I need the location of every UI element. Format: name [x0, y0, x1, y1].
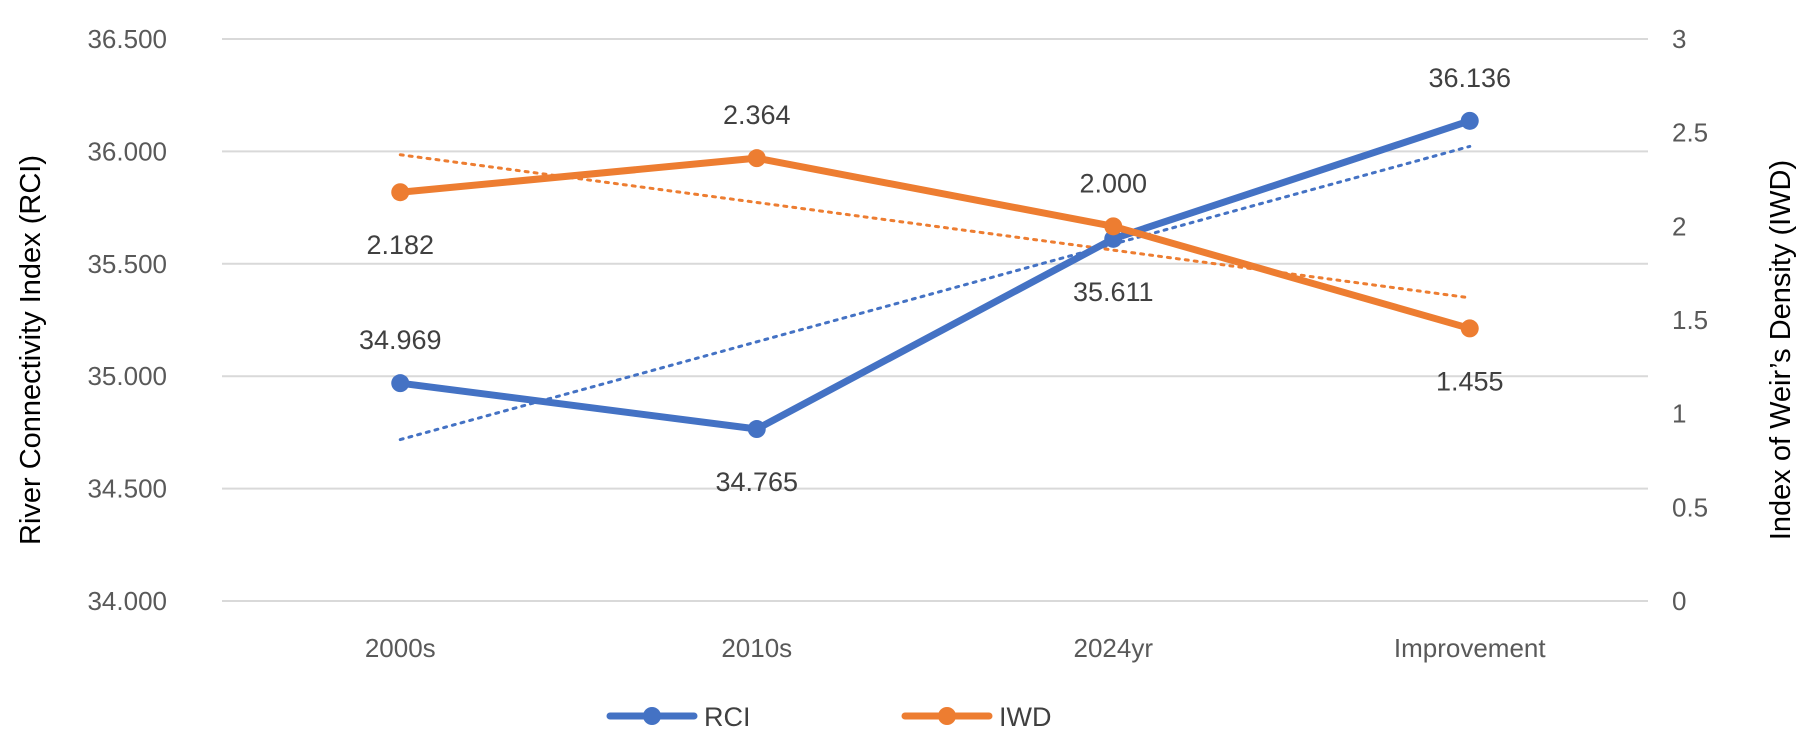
iwd-data-label: 2.182 — [366, 230, 434, 260]
y-left-tick-label: 36.000 — [87, 136, 167, 166]
x-tick-label: 2010s — [721, 633, 792, 663]
legend-rci-label: RCI — [704, 702, 751, 732]
rci-point — [391, 374, 410, 393]
series-markers — [391, 111, 1479, 439]
y-right-tick-label: 2.5 — [1672, 118, 1708, 148]
y-left-tick-label: 34.000 — [87, 586, 167, 616]
x-tick-label: Improvement — [1394, 633, 1546, 663]
y-left-tick-label: 35.500 — [87, 249, 167, 279]
iwd-data-label: 2.364 — [723, 100, 791, 130]
y-left-tick-label: 35.000 — [87, 361, 167, 391]
y-left-tick-label: 36.500 — [87, 24, 167, 54]
y-right-axis-title: Index of Weir’s Density (IWD) — [1765, 160, 1797, 540]
x-tick-label: 2000s — [365, 633, 436, 663]
iwd-point — [1460, 319, 1479, 338]
legend-iwd-marker — [938, 707, 956, 725]
legend: RCI IWD — [606, 702, 1051, 732]
gridlines — [222, 38, 1648, 602]
iwd-point — [391, 183, 410, 202]
y-right-tick-label: 1.5 — [1672, 305, 1708, 335]
rci-point — [747, 420, 766, 439]
y-left-tick-label: 34.500 — [87, 474, 167, 504]
rci-data-label: 35.611 — [1073, 277, 1154, 307]
iwd-data-label: 2.000 — [1079, 168, 1147, 198]
rci-point — [1104, 229, 1123, 248]
y-right-tick-label: 0 — [1672, 586, 1686, 616]
iwd-data-label: 1.455 — [1436, 366, 1504, 396]
data-labels: 34.969 34.765 35.611 36.136 2.182 2.364 2.000 1… — [359, 63, 1511, 497]
axes: 34.000 34.500 35.000 35.500 36.000 36.500 0 0.5… — [15, 24, 1797, 663]
y-right-tick-label: 0.5 — [1672, 492, 1708, 522]
legend-rci-marker — [643, 707, 661, 725]
y-right-tick-label: 2 — [1672, 211, 1686, 241]
iwd-point — [747, 149, 766, 168]
rci-data-label: 36.136 — [1428, 63, 1511, 93]
series-lines — [396, 117, 1474, 433]
y-left-axis-title: River Connectivity Index (RCI) — [15, 155, 47, 545]
rci-data-label: 34.969 — [359, 325, 442, 355]
iwd-point — [1104, 217, 1123, 236]
rci-point — [1460, 111, 1479, 130]
y-right-tick-label: 3 — [1672, 24, 1686, 54]
y-right-tick-label: 1 — [1672, 399, 1686, 429]
iwd-series-line — [396, 154, 1474, 332]
rci-data-label: 34.765 — [715, 467, 798, 497]
legend-iwd-label: IWD — [999, 702, 1051, 732]
rci-series-line — [396, 117, 1474, 433]
x-tick-label: 2024yr — [1074, 633, 1154, 663]
